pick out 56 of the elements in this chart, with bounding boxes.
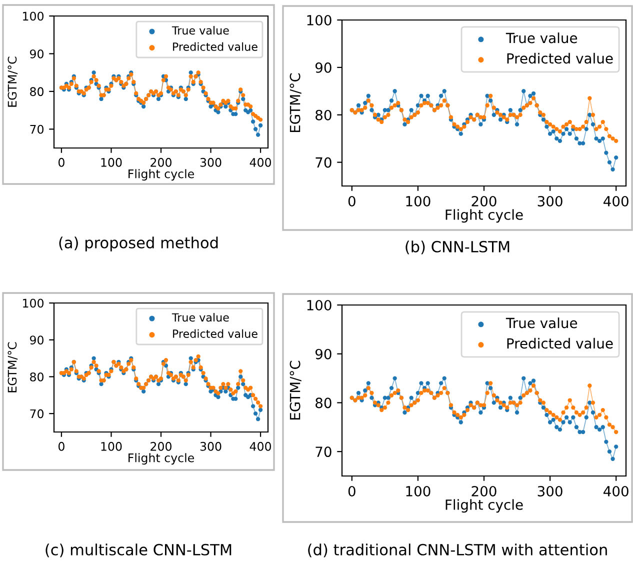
x-tick-label: 0 [58,442,64,451]
y-tick-label: 80 [30,87,44,96]
x-tick-label: 0 [348,196,356,206]
y-tick-label: 90 [315,62,332,73]
x-tick-label: 100 [101,442,122,451]
x-tick-label: 300 [200,158,222,167]
x-tick-label: 0 [348,486,356,496]
x-tick-label: 300 [538,196,562,206]
y-tick-label: 70 [30,124,44,134]
y-tick-label: 100 [307,300,332,310]
y-axis-title: EGTM/°C [8,342,18,392]
y-tick-label: 100 [23,12,44,21]
x-tick-label: 300 [538,486,562,496]
y-axis-title: EGTM/°C [8,56,18,107]
text: (a) proposed method [59,236,218,252]
y-axis-title: EGTM/°C [290,73,302,132]
y-tick-label: 70 [316,446,332,458]
x-tick-label: 400 [604,486,628,496]
x-tick-label: 300 [200,442,222,451]
y-tick-label: 80 [30,372,44,382]
y-tick-label: 90 [30,49,44,58]
x-tick-label: 100 [406,486,430,496]
legend-label: Predicted value [507,338,613,349]
legend-label: Predicted value [507,52,613,64]
y-tick-label: 70 [30,409,44,418]
x-tick-label: 0 [58,158,64,167]
text: (d) traditional CNN-LSTM with attention [308,544,607,558]
legend-label: True value [172,26,229,35]
x-tick-label: 400 [250,158,272,167]
legend-label: True value [506,32,578,44]
legend-label: True value [172,313,229,322]
x-tick-label: 200 [472,486,496,496]
y-tick-label: 80 [316,398,332,408]
x-axis-title: Flight cycle [128,169,194,181]
text: (b) CNN-LSTM [406,240,510,254]
x-tick-label: 400 [250,442,272,451]
x-axis-title: Flight cycle [446,499,523,513]
y-tick-label: 90 [30,336,44,345]
y-tick-label: 70 [316,157,332,168]
legend-label: Predicted value [173,42,258,51]
x-tick-label: 200 [150,158,172,167]
y-tick-label: 100 [23,298,44,308]
y-tick-label: 90 [315,348,332,360]
x-tick-label: 200 [472,196,496,206]
text: (c) multiscale CNN-LSTM [46,544,232,558]
legend-label: True value [506,318,578,328]
x-tick-label: 100 [406,196,430,206]
x-tick-label: 400 [604,196,628,206]
y-tick-label: 100 [307,14,332,26]
x-axis-title: Flight cycle [128,453,194,465]
x-axis-title: Flight cycle [446,209,523,223]
y-axis-title: EGTM/°C [290,360,302,420]
x-tick-label: 200 [150,442,172,451]
y-tick-label: 80 [316,110,332,120]
x-tick-label: 100 [101,158,122,167]
legend-label: Predicted value [173,329,258,338]
